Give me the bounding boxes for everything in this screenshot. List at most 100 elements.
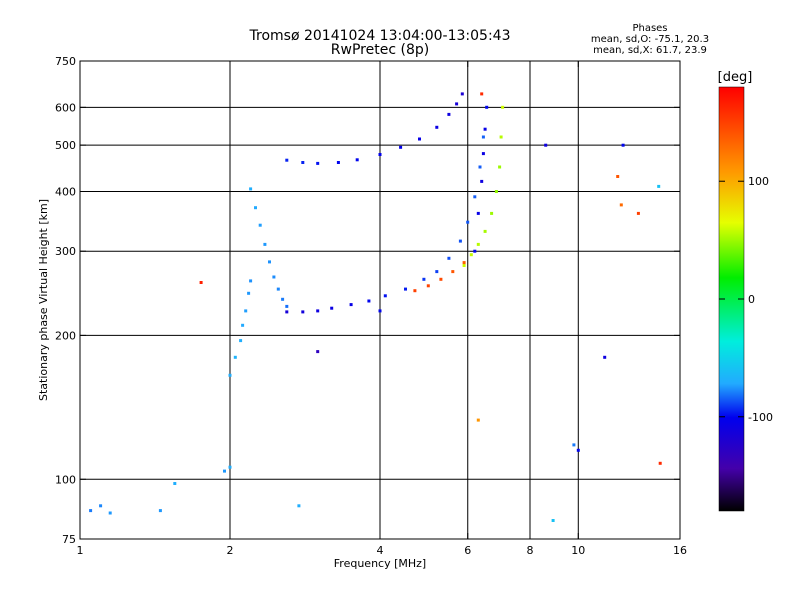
y-axis-label: Stationary phase Virtual Height [km]: [37, 199, 50, 401]
point-3-7: [281, 297, 285, 301]
point-3-1: [254, 206, 257, 210]
point-7-5: [199, 281, 203, 284]
point-0-6: [383, 294, 387, 298]
x-tick-label-2: 2: [227, 544, 234, 557]
x-tick-label-16: 16: [673, 544, 687, 557]
series-0: [285, 135, 485, 314]
point-5-4: [490, 211, 494, 215]
point-3-8: [285, 304, 289, 308]
point-0-0: [285, 310, 289, 314]
point-6-0: [413, 289, 417, 293]
point-1-0: [473, 249, 477, 253]
point-0-1: [301, 310, 305, 314]
point-5-5: [494, 190, 498, 193]
point-7-12: [480, 92, 484, 96]
legend-title: Phases: [632, 23, 667, 34]
point-3-4: [268, 260, 271, 264]
point-4-5: [247, 291, 251, 295]
point-7-17: [603, 355, 607, 359]
point-7-8: [297, 504, 301, 508]
chart-subtitle: RwPretec (8p): [331, 42, 429, 58]
point-2-11: [460, 92, 464, 96]
y-tick-label-400: 400: [55, 185, 76, 198]
point-7-1: [99, 504, 103, 508]
x-tick-label-6: 6: [464, 544, 471, 557]
point-7-0: [89, 509, 93, 513]
point-7-3: [158, 509, 162, 513]
point-1-1: [476, 211, 480, 215]
series-2: [285, 92, 464, 165]
point-2-4: [355, 158, 359, 162]
point-0-7: [404, 287, 407, 291]
y-tick-label-200: 200: [55, 329, 76, 342]
point-7-7: [228, 465, 232, 469]
point-2-7: [418, 137, 421, 141]
point-5-2: [476, 242, 480, 246]
point-2-5: [378, 153, 382, 156]
x-tick-label-1: 1: [77, 544, 84, 557]
y-tick-label-750: 750: [55, 55, 76, 68]
point-4-6: [249, 279, 253, 283]
series-7: [89, 92, 662, 522]
data-points: [89, 92, 662, 522]
point-2-9: [447, 112, 451, 116]
y-tick-label-100: 100: [55, 473, 76, 486]
colorbar-ticks: 100 0 -100: [719, 175, 773, 424]
point-2-10: [455, 102, 459, 106]
y-tick-label-75: 75: [62, 533, 76, 546]
colorbar-tick-label-100: 100: [748, 175, 769, 188]
series-4: [228, 279, 253, 377]
colorbar-label: [deg]: [718, 70, 753, 85]
point-4-3: [241, 323, 245, 327]
point-5-7: [499, 135, 503, 139]
point-6-4: [462, 261, 466, 265]
chart-title: Tromsø 20141024 13:04:00-13:05:43: [249, 28, 511, 44]
x-tick-label-10: 10: [571, 544, 585, 557]
x-tick-label-8: 8: [527, 544, 534, 557]
y-tick-label-300: 300: [55, 245, 76, 258]
colorbar-tick-label-0: 0: [748, 293, 755, 306]
point-2-2: [316, 161, 320, 165]
point-7-14: [551, 519, 555, 522]
point-3-6: [276, 287, 280, 291]
y-tick-label-500: 500: [55, 139, 76, 152]
point-4-0: [228, 373, 232, 377]
point-7-6: [223, 469, 226, 473]
point-2-0: [285, 158, 289, 162]
series-1: [473, 105, 489, 253]
point-5-1: [469, 253, 473, 257]
point-7-10: [378, 309, 382, 313]
point-6-1: [426, 284, 430, 288]
x-tick-label-4: 4: [377, 544, 384, 557]
point-7-20: [621, 143, 625, 147]
point-0-8: [422, 277, 426, 281]
x-axis-ticks: 1 2 4 6 8 10 16: [77, 61, 687, 557]
point-3-0: [249, 187, 253, 191]
point-6-2: [439, 277, 443, 281]
point-2-6: [399, 145, 403, 149]
point-0-2: [316, 309, 320, 313]
legend-line-x: mean, sd,X: 61.7, 23.9: [593, 45, 707, 56]
series-3: [249, 187, 289, 308]
point-7-18: [616, 175, 620, 178]
point-5-0: [462, 264, 466, 267]
point-7-23: [658, 461, 662, 465]
point-4-4: [244, 309, 248, 313]
point-6-3: [451, 270, 455, 274]
point-4-2: [239, 339, 243, 343]
point-0-5: [367, 299, 371, 303]
point-7-22: [657, 184, 661, 188]
series-5: [462, 105, 505, 267]
point-2-3: [336, 161, 340, 164]
point-7-2: [108, 511, 112, 515]
colorbar-tick-label--100: -100: [748, 411, 773, 424]
point-3-5: [272, 275, 276, 279]
series-6: [413, 261, 466, 293]
point-0-11: [458, 239, 462, 243]
point-7-11: [476, 418, 480, 422]
point-1-2: [480, 179, 484, 183]
point-0-13: [473, 195, 477, 199]
y-tick-label-600: 600: [55, 101, 76, 114]
point-7-13: [544, 143, 548, 147]
